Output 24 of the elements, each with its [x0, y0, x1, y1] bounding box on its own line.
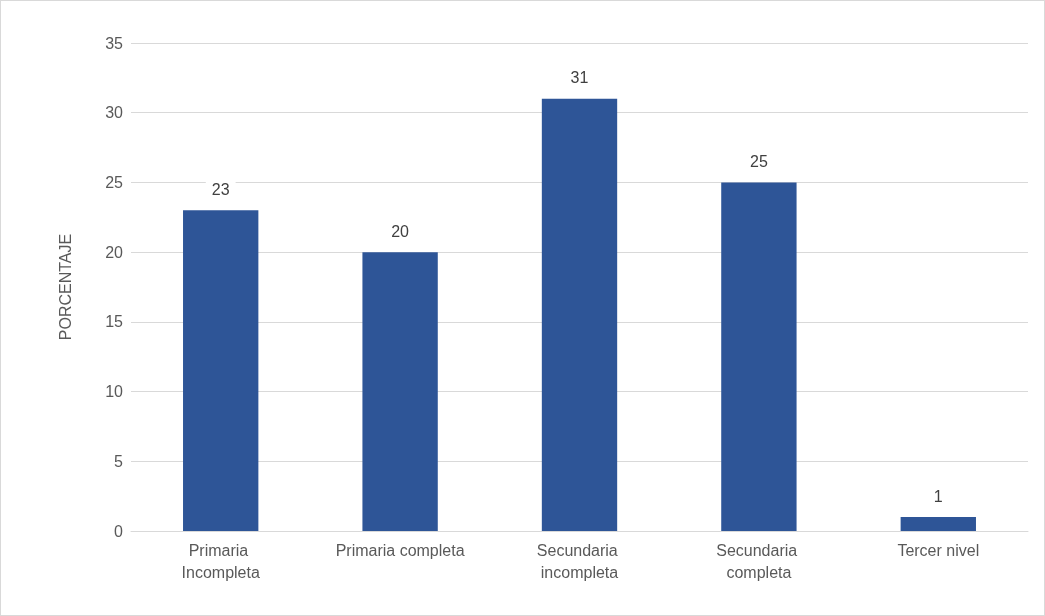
data-label: 23 — [211, 180, 230, 198]
bar — [721, 182, 797, 531]
y-tick-label: 25 — [105, 173, 124, 191]
data-label: 1 — [933, 487, 943, 505]
data-label: 31 — [570, 69, 589, 87]
y-tick-label: 10 — [105, 383, 124, 401]
x-tick-label: Secundaria completa — [716, 541, 802, 581]
data-label: 25 — [750, 152, 768, 170]
y-tick-label: 30 — [105, 104, 124, 122]
x-tick-label: Tercer nivel — [897, 541, 980, 559]
y-tick-label: 20 — [105, 243, 124, 261]
y-axis-title: PORCENTAJE — [56, 233, 74, 341]
bar — [362, 252, 438, 531]
y-tick-label: 0 — [114, 522, 124, 540]
x-tick-label: Primaria Incompleta — [181, 541, 260, 581]
x-tick-label: Secundaria incompleta — [536, 541, 623, 581]
data-label: 20 — [391, 222, 410, 240]
y-tick-label: 35 — [105, 34, 124, 52]
bar — [183, 210, 259, 531]
y-tick-label: 15 — [105, 313, 124, 331]
bar — [541, 98, 618, 531]
bar — [900, 517, 976, 531]
y-tick-label: 5 — [114, 452, 124, 470]
x-tick-label: Primaria completa — [335, 541, 465, 559]
